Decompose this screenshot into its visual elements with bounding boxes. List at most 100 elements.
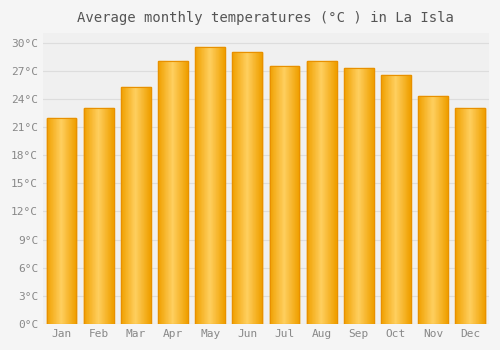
Bar (245, 52, 246, 324)
Bar (258, 52, 259, 324)
Bar (107, 108, 108, 324)
Bar (106, 108, 107, 324)
Bar (62, 118, 64, 324)
Bar (205, 47, 206, 324)
Bar (248, 52, 249, 324)
Bar (130, 87, 131, 324)
Bar (276, 66, 277, 324)
Bar (252, 52, 254, 324)
Bar (168, 61, 169, 324)
Bar (122, 87, 123, 324)
Bar (242, 52, 243, 324)
Bar (456, 108, 457, 324)
Bar (387, 76, 388, 324)
Bar (87, 108, 88, 324)
Bar (472, 108, 474, 324)
Bar (431, 96, 432, 324)
Bar (308, 61, 309, 324)
Bar (108, 108, 109, 324)
Bar (329, 61, 330, 324)
Bar (70, 118, 71, 324)
Bar (384, 76, 386, 324)
Bar (351, 68, 352, 324)
Bar (207, 47, 208, 324)
Bar (313, 61, 314, 324)
Bar (185, 61, 186, 324)
Bar (158, 61, 159, 324)
Bar (383, 76, 384, 324)
Bar (145, 87, 146, 324)
Bar (97, 108, 98, 324)
Bar (64, 118, 65, 324)
Bar (440, 96, 441, 324)
Bar (167, 61, 168, 324)
Bar (173, 61, 174, 324)
Bar (181, 61, 182, 324)
Bar (373, 68, 374, 324)
Bar (425, 96, 426, 324)
Bar (272, 66, 273, 324)
Bar (327, 61, 328, 324)
Bar (474, 108, 475, 324)
Bar (148, 87, 149, 324)
Bar (358, 68, 359, 324)
Bar (310, 61, 311, 324)
Bar (290, 66, 291, 324)
Bar (215, 47, 216, 324)
Bar (143, 87, 144, 324)
Bar (353, 68, 354, 324)
Bar (359, 68, 360, 324)
Bar (402, 76, 403, 324)
Bar (218, 47, 219, 324)
Bar (420, 96, 422, 324)
Bar (261, 52, 262, 324)
Bar (372, 68, 373, 324)
Bar (177, 61, 178, 324)
Bar (93, 108, 94, 324)
Bar (325, 61, 326, 324)
Bar (51, 118, 52, 324)
Bar (198, 47, 199, 324)
Bar (435, 96, 436, 324)
Bar (239, 52, 240, 324)
Bar (446, 96, 447, 324)
Bar (348, 68, 350, 324)
Bar (335, 61, 336, 324)
Bar (365, 68, 366, 324)
Bar (210, 47, 211, 324)
Bar (172, 61, 173, 324)
Bar (465, 108, 466, 324)
Bar (52, 118, 53, 324)
Bar (445, 96, 446, 324)
Bar (213, 47, 214, 324)
Bar (84, 108, 114, 324)
Bar (285, 66, 286, 324)
Bar (470, 108, 471, 324)
Bar (140, 87, 141, 324)
Bar (162, 61, 163, 324)
Bar (366, 68, 367, 324)
Bar (127, 87, 128, 324)
Bar (270, 66, 300, 324)
Bar (307, 61, 336, 324)
Bar (132, 87, 133, 324)
Bar (363, 68, 364, 324)
Bar (386, 76, 387, 324)
Bar (356, 68, 357, 324)
Bar (57, 118, 58, 324)
Bar (330, 61, 331, 324)
Bar (113, 108, 114, 324)
Bar (370, 68, 372, 324)
Bar (89, 108, 90, 324)
Bar (280, 66, 281, 324)
Bar (391, 76, 392, 324)
Bar (394, 76, 395, 324)
Bar (136, 87, 137, 324)
Bar (249, 52, 250, 324)
Bar (447, 96, 448, 324)
Bar (95, 108, 96, 324)
Bar (96, 108, 97, 324)
Bar (208, 47, 209, 324)
Bar (364, 68, 365, 324)
Bar (139, 87, 140, 324)
